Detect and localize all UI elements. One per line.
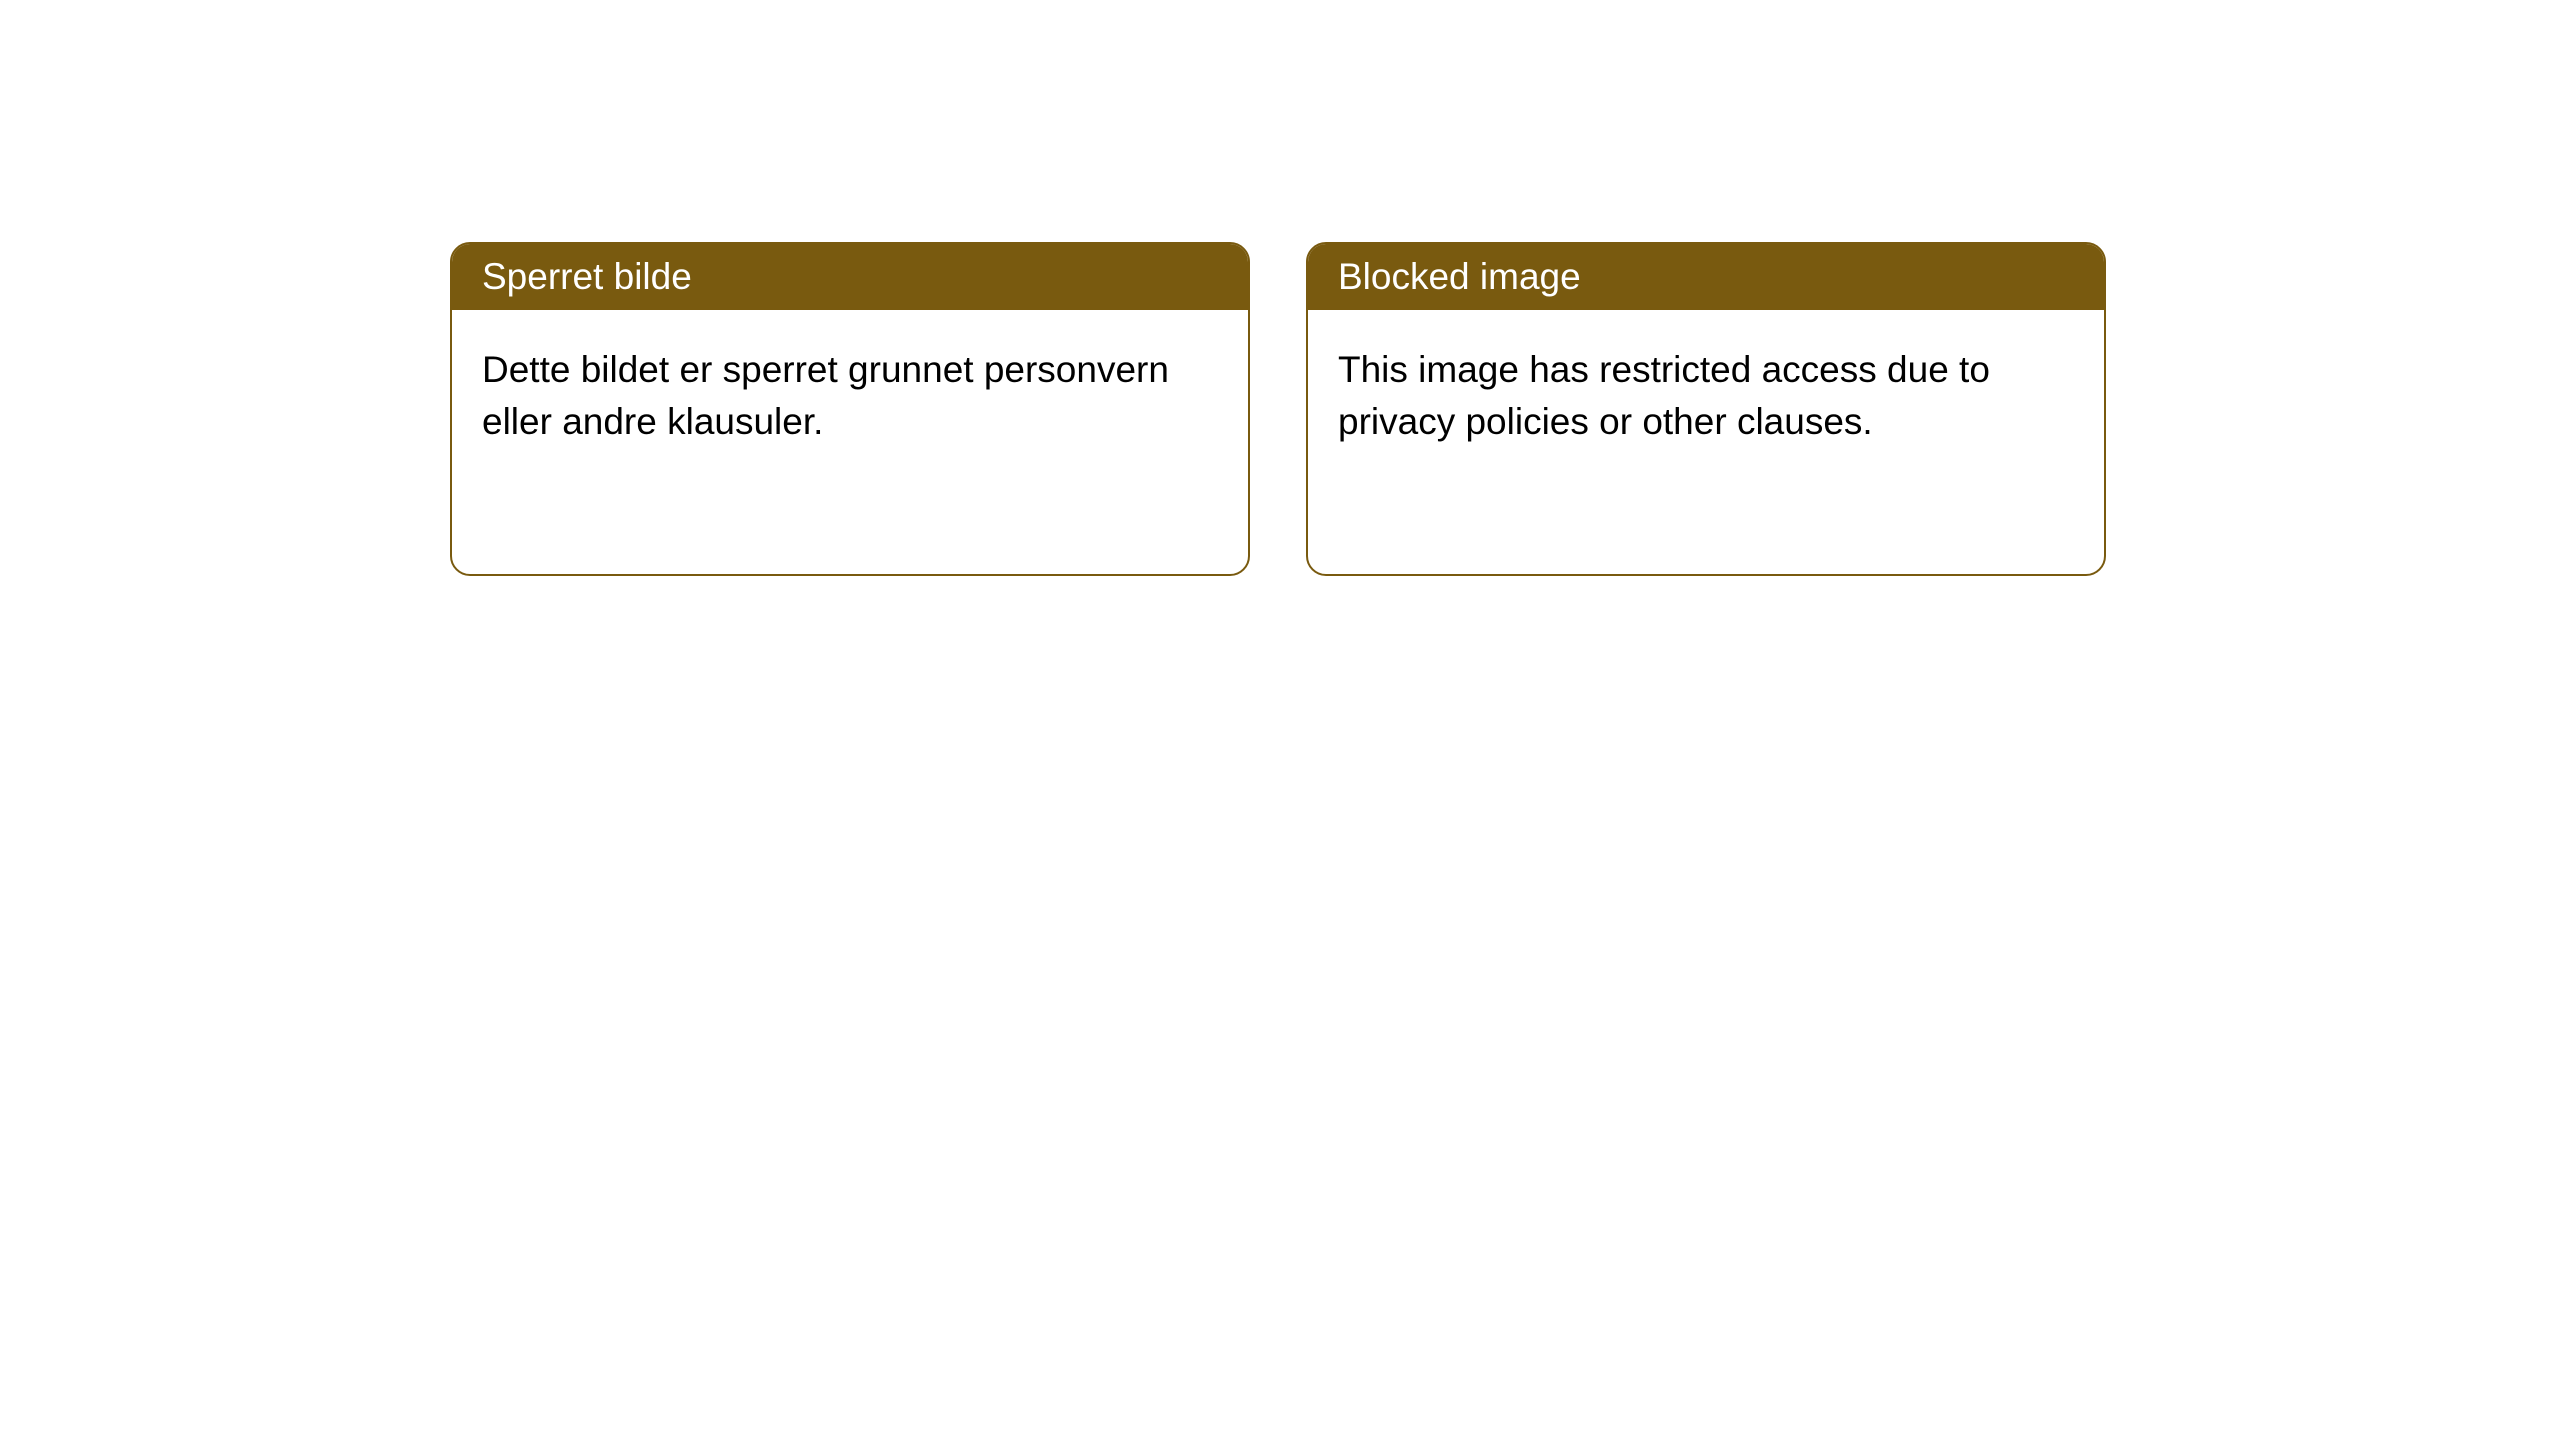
notice-card-english: Blocked image This image has restricted … bbox=[1306, 242, 2106, 576]
notice-card-header: Blocked image bbox=[1308, 244, 2104, 310]
notice-card-title: Sperret bilde bbox=[482, 256, 692, 297]
notice-card-header: Sperret bilde bbox=[452, 244, 1248, 310]
notice-card-title: Blocked image bbox=[1338, 256, 1581, 297]
notice-card-body-text: This image has restricted access due to … bbox=[1338, 349, 1990, 442]
notice-card-body-text: Dette bildet er sperret grunnet personve… bbox=[482, 349, 1169, 442]
notice-cards-container: Sperret bilde Dette bildet er sperret gr… bbox=[450, 242, 2560, 576]
notice-card-norwegian: Sperret bilde Dette bildet er sperret gr… bbox=[450, 242, 1250, 576]
notice-card-body: This image has restricted access due to … bbox=[1308, 310, 2104, 482]
notice-card-body: Dette bildet er sperret grunnet personve… bbox=[452, 310, 1248, 482]
